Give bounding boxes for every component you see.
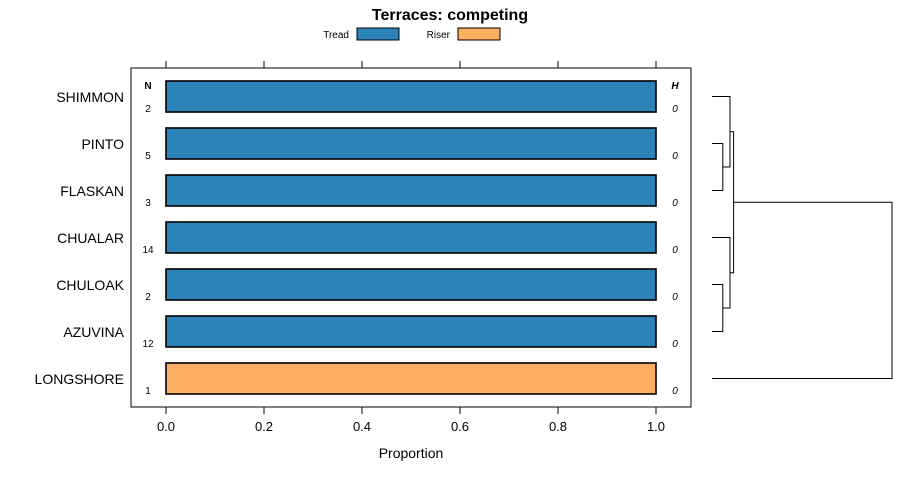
right-header-h: H (671, 81, 679, 92)
n-value-label: 2 (145, 104, 151, 115)
bar-pinto-tread (165, 127, 657, 160)
bar-chualar-tread (165, 221, 657, 254)
n-value-label: 1 (145, 386, 151, 397)
h-value-label: 0 (672, 292, 678, 303)
h-value-label: 0 (672, 104, 678, 115)
h-value-label: 0 (672, 245, 678, 256)
x-tick-label: 0.0 (157, 419, 175, 434)
legend-label-tread: Tread (323, 30, 349, 41)
x-tick-label: 0.8 (549, 419, 567, 434)
top-axis-ticks (165, 61, 657, 68)
n-value-label: 2 (145, 292, 151, 303)
x-tick-label: 0.2 (255, 419, 273, 434)
x-tick-label: 0.6 (451, 419, 469, 434)
n-value-label: 5 (145, 151, 151, 162)
category-label: LONGSHORE (35, 371, 124, 387)
n-value-label: 14 (142, 245, 154, 256)
category-label: SHIMMON (56, 89, 124, 105)
bar-longshore-riser (165, 362, 657, 395)
category-label: FLASKAN (60, 183, 124, 199)
legend-label-riser: Riser (427, 30, 451, 41)
dendrogram-link (712, 284, 724, 332)
h-value-label: 0 (672, 386, 678, 397)
dendrogram-link (730, 131, 735, 274)
dendrogram-link (712, 237, 731, 309)
bars-group (165, 80, 657, 395)
h-value-label: 0 (672, 339, 678, 350)
dendrogram (712, 96, 893, 379)
bar-shimmon-tread (165, 80, 657, 113)
bar-chuloak-tread (165, 268, 657, 301)
n-labels: 2 5 3 14 2 12 1 (142, 104, 154, 397)
bottom-axis: 0.0 0.2 0.4 0.6 0.8 1.0 (157, 407, 665, 434)
plot-frame (130, 67, 692, 408)
x-axis-title: Proportion (379, 445, 444, 461)
bar-flaskan-tread (165, 174, 657, 207)
dendrogram-link (712, 143, 724, 191)
chart-title: Terraces: competing (372, 7, 528, 24)
legend-swatch-tread (356, 27, 400, 41)
x-tick-label: 1.0 (647, 419, 665, 434)
dendrogram-link (712, 201, 893, 379)
bar-azuvina-tread (165, 315, 657, 348)
category-labels: SHIMMON PINTO FLASKAN CHUALAR CHULOAK AZUVINA… (35, 89, 125, 387)
x-tick-label: 0.4 (353, 419, 371, 434)
n-value-label: 3 (145, 198, 151, 209)
h-value-label: 0 (672, 151, 678, 162)
legend: Tread Riser (323, 27, 501, 41)
left-header-n: N (144, 81, 151, 92)
dendrogram-link (712, 96, 731, 168)
category-label: CHULOAK (56, 277, 124, 293)
category-label: AZUVINA (63, 324, 124, 340)
h-labels: 0 0 0 0 0 0 0 (672, 104, 678, 397)
category-label: PINTO (81, 136, 124, 152)
category-label: CHUALAR (57, 230, 124, 246)
n-value-label: 12 (142, 339, 154, 350)
legend-swatch-riser (457, 27, 501, 41)
h-value-label: 0 (672, 198, 678, 209)
